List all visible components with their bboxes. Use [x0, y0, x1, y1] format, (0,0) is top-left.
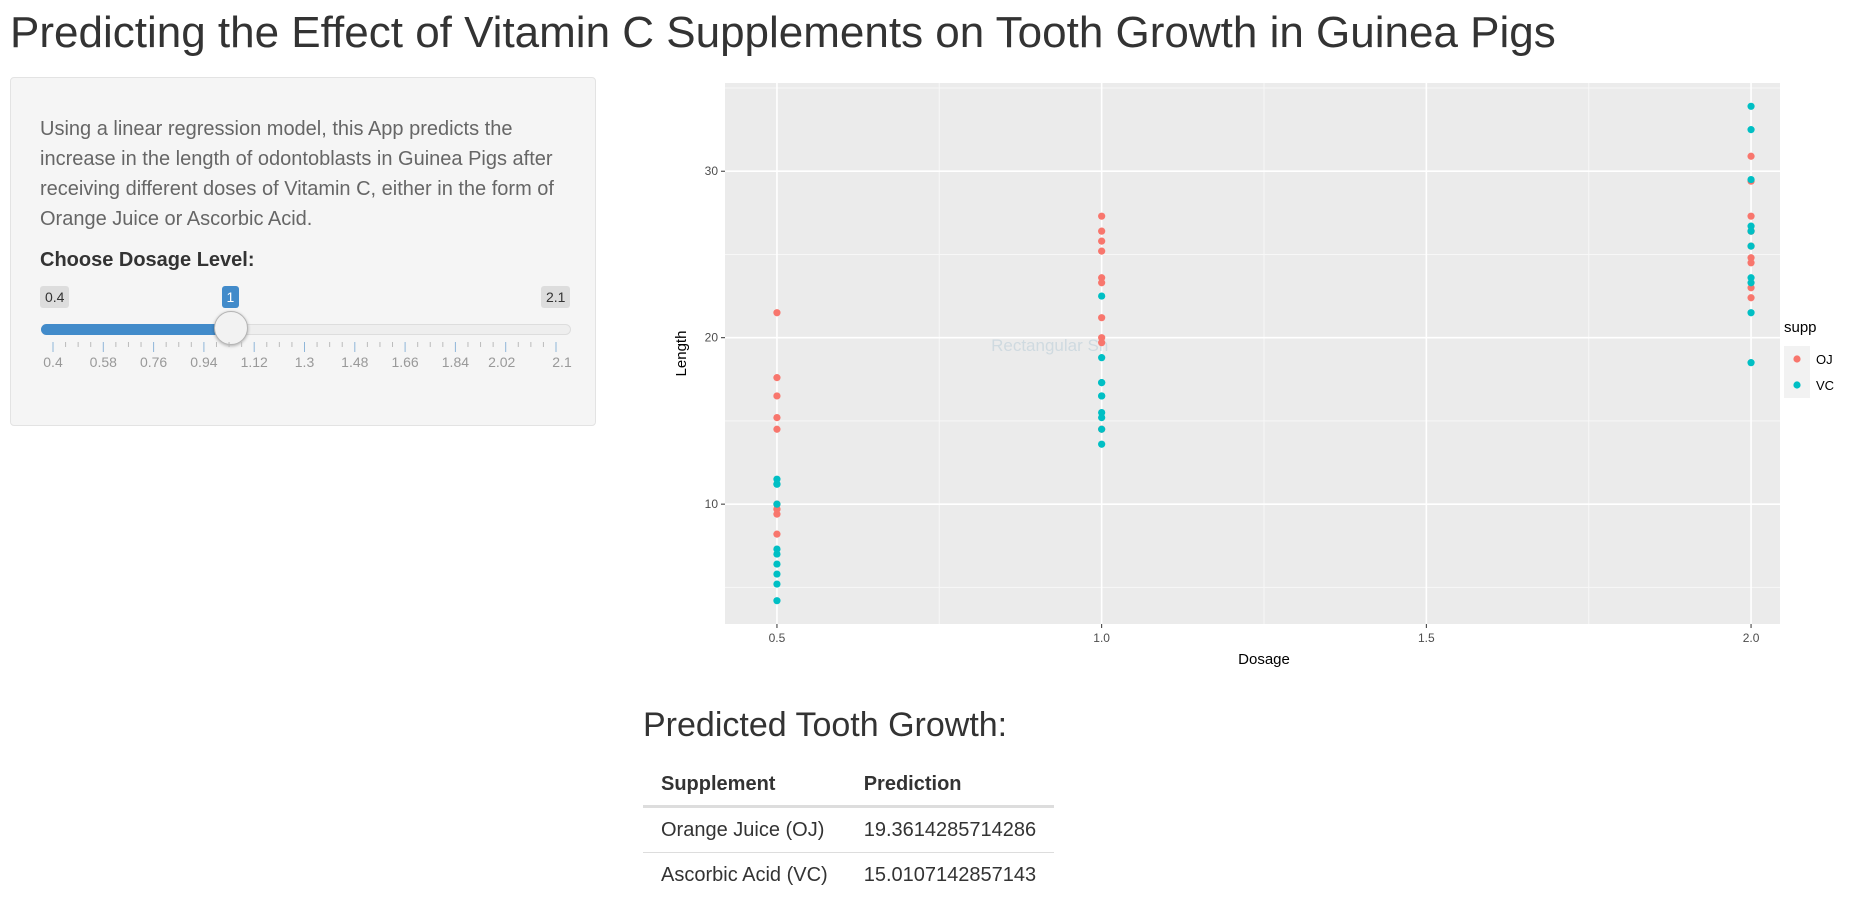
data-point-vc: [1098, 379, 1105, 386]
data-point-vc: [1098, 409, 1105, 416]
supplement-cell: Ascorbic Acid (VC): [643, 853, 846, 897]
data-point-vc: [773, 550, 780, 557]
data-point-vc: [1747, 103, 1754, 110]
table-row: Orange Juice (OJ) 19.3614285714286: [643, 807, 1054, 853]
data-point-oj: [1747, 294, 1754, 301]
x-tick-label: 1.0: [1093, 631, 1110, 645]
supplement-cell: Orange Juice (OJ): [643, 807, 846, 853]
data-point-vc: [1098, 292, 1105, 299]
data-point-vc: [1747, 359, 1754, 366]
legend-key-oj: [1793, 355, 1800, 362]
column-header-supplement: Supplement: [643, 763, 846, 807]
chart-legend: supp OJ VC: [1780, 310, 1863, 400]
data-point-oj: [773, 392, 780, 399]
y-tick-label: 20: [705, 331, 719, 345]
x-tick-label: 2.0: [1743, 631, 1760, 645]
data-point-oj: [773, 414, 780, 421]
data-point-vc: [1747, 279, 1754, 286]
data-point-vc: [1098, 426, 1105, 433]
data-point-vc: [773, 560, 780, 567]
x-tick-label: 1.5: [1418, 631, 1435, 645]
y-axis-title: Length: [673, 331, 690, 377]
slider-tick-label: 1.84: [442, 354, 469, 370]
legend-key-vc: [1793, 381, 1800, 388]
slider-tick-label: 1.3: [295, 354, 315, 370]
table-header-row: Supplement Prediction: [643, 763, 1054, 807]
data-point-vc: [1098, 441, 1105, 448]
data-point-vc: [1098, 392, 1105, 399]
slider-tick-label: 2.02: [488, 354, 515, 370]
data-point-oj: [1747, 213, 1754, 220]
slider-tick-label: 1.66: [391, 354, 418, 370]
data-point-vc: [1098, 354, 1105, 361]
data-point-oj: [773, 426, 780, 433]
prediction-cell: 19.3614285714286: [846, 807, 1054, 853]
data-point-oj: [773, 374, 780, 381]
app-title: Predicting the Effect of Vitamin C Suppl…: [10, 8, 1556, 58]
data-point-vc: [1747, 223, 1754, 230]
prediction-title: Predicted Tooth Growth:: [643, 706, 1007, 745]
dosage-slider-label: Choose Dosage Level:: [40, 249, 255, 272]
data-point-vc: [773, 597, 780, 604]
slider-tick-label: 2.1: [552, 354, 572, 370]
data-point-oj: [1098, 238, 1105, 245]
y-tick-label: 30: [705, 164, 719, 178]
legend-label: VC: [1816, 378, 1834, 393]
data-point-oj: [1098, 274, 1105, 281]
data-point-oj: [1747, 153, 1754, 160]
data-point-vc: [1747, 243, 1754, 250]
slider-tick-label: 1.12: [241, 354, 268, 370]
column-header-prediction: Prediction: [846, 763, 1054, 807]
plot-panel: [725, 83, 1780, 624]
prediction-table: Supplement Prediction Orange Juice (OJ) …: [643, 763, 1054, 897]
slider-tick-label: 0.4: [43, 354, 63, 370]
prediction-cell: 15.0107142857143: [846, 853, 1054, 897]
data-point-oj: [1098, 213, 1105, 220]
tooth-growth-scatter-plot: 0.5 1.0 1.5 2.0 10 20 30 Dosage Length Rectangula…: [640, 66, 1780, 686]
table-row: Ascorbic Acid (VC) 15.0107142857143: [643, 853, 1054, 897]
data-point-oj: [1098, 314, 1105, 321]
sidebar-panel: Using a linear regression model, this Ap…: [10, 77, 596, 426]
snip-overlay-text: Rectangular Sn: [991, 336, 1108, 355]
data-point-vc: [773, 481, 780, 488]
data-point-vc: [1747, 309, 1754, 316]
legend-label: OJ: [1816, 352, 1833, 367]
data-point-oj: [773, 309, 780, 316]
data-point-vc: [773, 580, 780, 587]
x-tick-label: 0.5: [769, 631, 786, 645]
legend-title: supp: [1784, 319, 1817, 336]
data-point-oj: [1098, 334, 1105, 341]
x-axis-title: Dosage: [1238, 651, 1290, 668]
data-point-vc: [1747, 126, 1754, 133]
dosage-slider-fill: [41, 324, 231, 335]
data-point-oj: [1098, 248, 1105, 255]
slider-grid: 0.4 0.58 0.76 0.94 1.12 1.3 1.48 1.66 1.84 2.02 2.…: [11, 340, 597, 380]
y-tick-label: 10: [705, 497, 719, 511]
data-point-vc: [1747, 176, 1754, 183]
data-point-vc: [773, 570, 780, 577]
slider-tick-label: 1.48: [341, 354, 368, 370]
slider-min-label: 0.4: [40, 286, 69, 308]
data-point-oj: [1747, 254, 1754, 261]
data-point-oj: [773, 531, 780, 538]
slider-tick-label: 0.76: [140, 354, 167, 370]
data-point-vc: [773, 501, 780, 508]
slider-max-label: 2.1: [541, 286, 570, 308]
slider-tick-label: 0.58: [90, 354, 117, 370]
data-point-oj: [1098, 228, 1105, 235]
slider-tick-label: 0.94: [190, 354, 217, 370]
slider-value-label: 1: [222, 286, 240, 308]
app-description: Using a linear regression model, this Ap…: [40, 114, 560, 234]
